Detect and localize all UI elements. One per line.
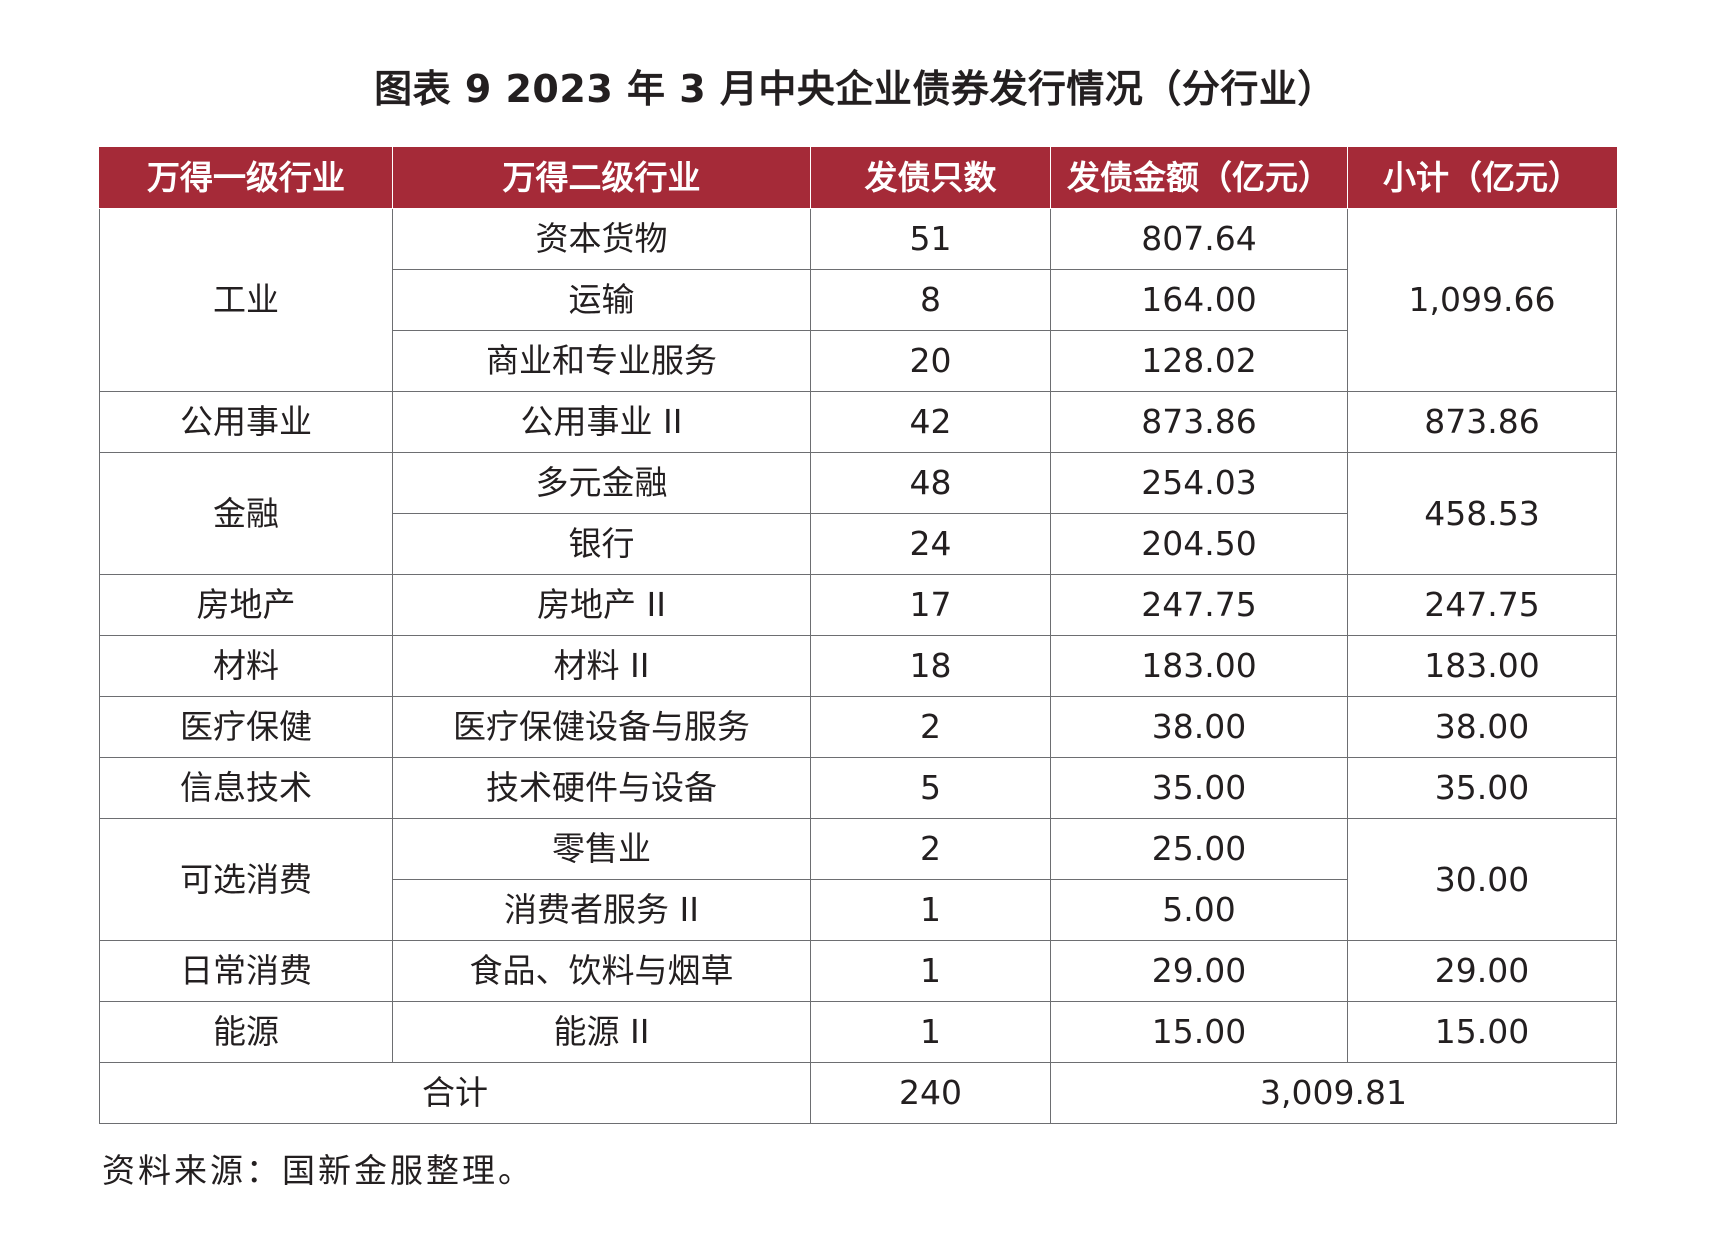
cell-level1-industry: 金融 [99, 452, 393, 575]
cell-level2-industry: 食品、饮料与烟草 [392, 940, 811, 1002]
cell-issue-amount: 128.02 [1050, 330, 1348, 392]
total-amount: 3,009.81 [1050, 1062, 1617, 1124]
table-row: 材料 材料 II 18 183.00 183.00 [99, 635, 1617, 697]
table-row: 能源 能源 II 1 15.00 15.00 [99, 1001, 1617, 1063]
table-row: 公用事业 公用事业 II 42 873.86 873.86 [99, 391, 1617, 453]
table-row: 房地产 房地产 II 17 247.75 247.75 [99, 574, 1617, 636]
cell-level2-industry: 材料 II [392, 635, 811, 697]
cell-issue-amount: 15.00 [1050, 1001, 1348, 1063]
cell-issue-amount: 183.00 [1050, 635, 1348, 697]
cell-level1-industry: 房地产 [99, 574, 393, 636]
figure-title: 图表 9 2023 年 3 月中央企业债券发行情况（分行业） [374, 67, 1336, 111]
source-note: 资料来源：国新金服整理。 [102, 1151, 534, 1190]
cell-subtotal: 183.00 [1347, 635, 1617, 697]
cell-issue-count: 20 [810, 330, 1051, 392]
header-level1-industry: 万得一级行业 [99, 147, 393, 209]
table-row: 消费者服务 II 1 5.00 [100, 879, 1617, 941]
cell-level1-industry: 材料 [99, 635, 393, 697]
cell-level2-industry: 公用事业 II [392, 391, 811, 453]
cell-issue-count: 17 [810, 574, 1051, 636]
total-count: 240 [810, 1062, 1051, 1124]
cell-level2-industry: 医疗保健设备与服务 [392, 696, 811, 758]
cell-issue-count: 48 [810, 452, 1051, 514]
cell-issue-count: 2 [810, 696, 1051, 758]
cell-issue-amount: 807.64 [1050, 208, 1348, 270]
cell-level2-industry: 零售业 [392, 818, 811, 880]
header-subtotal: 小计（亿元） [1347, 147, 1617, 209]
cell-level1-industry: 工业 [99, 208, 393, 392]
cell-level2-industry: 技术硬件与设备 [392, 757, 811, 819]
cell-subtotal: 30.00 [1347, 818, 1617, 941]
table-row: 金融 多元金融 48 254.03 458.53 [99, 452, 1617, 575]
cell-issue-count: 18 [810, 635, 1051, 697]
bond-issuance-table: 万得一级行业 万得二级行业 发债只数 发债金额（亿元） 小计（亿元） 工业 资本货… [99, 147, 1617, 1124]
cell-issue-count: 1 [810, 940, 1051, 1002]
cell-issue-amount: 204.50 [1050, 513, 1348, 575]
cell-level2-industry: 资本货物 [392, 208, 811, 270]
header-level2-industry: 万得二级行业 [392, 147, 811, 209]
cell-level2-industry: 能源 II [392, 1001, 811, 1063]
cell-level1-industry: 可选消费 [99, 818, 393, 941]
table-row: 工业 资本货物 51 807.64 1,099.66 [99, 208, 1617, 392]
cell-issue-count: 2 [810, 818, 1051, 880]
table-row: 信息技术 技术硬件与设备 5 35.00 35.00 [99, 757, 1617, 819]
table-row: 商业和专业服务 20 128.02 [100, 330, 1617, 392]
header-issue-amount: 发债金额（亿元） [1050, 147, 1348, 209]
cell-level2-industry: 运输 [392, 269, 811, 331]
cell-level2-industry: 消费者服务 II [392, 879, 811, 941]
cell-issue-amount: 164.00 [1050, 269, 1348, 331]
cell-subtotal: 35.00 [1347, 757, 1617, 819]
cell-level1-industry: 公用事业 [99, 391, 393, 453]
cell-level2-industry: 银行 [392, 513, 811, 575]
cell-issue-amount: 25.00 [1050, 818, 1348, 880]
cell-subtotal: 38.00 [1347, 696, 1617, 758]
cell-subtotal: 458.53 [1347, 452, 1617, 575]
cell-level2-industry: 房地产 II [392, 574, 811, 636]
cell-level1-industry: 日常消费 [99, 940, 393, 1002]
bond-issuance-table-container: 万得一级行业 万得二级行业 发债只数 发债金额（亿元） 小计（亿元） 工业 资本货… [99, 147, 1617, 1124]
table-body: 工业 资本货物 51 807.64 1,099.66 运输 8 164.00 商业和专业服务 20… [99, 208, 1617, 1124]
cell-issue-amount: 873.86 [1050, 391, 1348, 453]
cell-level1-industry: 信息技术 [99, 757, 393, 819]
table-row: 可选消费 零售业 2 25.00 30.00 [99, 818, 1617, 941]
table-row: 医疗保健 医疗保健设备与服务 2 38.00 38.00 [99, 696, 1617, 758]
header-issue-count: 发债只数 [810, 147, 1051, 209]
cell-level1-industry: 能源 [99, 1001, 393, 1063]
table-row: 银行 24 204.50 [100, 513, 1617, 575]
cell-subtotal: 247.75 [1347, 574, 1617, 636]
table-row: 日常消费 食品、饮料与烟草 1 29.00 29.00 [99, 940, 1617, 1002]
table-row: 运输 8 164.00 [100, 269, 1617, 331]
cell-issue-amount: 254.03 [1050, 452, 1348, 514]
cell-level1-industry: 医疗保健 [99, 696, 393, 758]
table-header-row: 万得一级行业 万得二级行业 发债只数 发债金额（亿元） 小计（亿元） [99, 147, 1617, 209]
cell-issue-count: 1 [810, 879, 1051, 941]
cell-issue-count: 24 [810, 513, 1051, 575]
cell-issue-count: 5 [810, 757, 1051, 819]
cell-issue-amount: 38.00 [1050, 696, 1348, 758]
cell-issue-count: 1 [810, 1001, 1051, 1063]
total-row: 合计 240 3,009.81 [99, 1062, 1617, 1124]
cell-subtotal: 873.86 [1347, 391, 1617, 453]
cell-subtotal: 29.00 [1347, 940, 1617, 1002]
cell-issue-count: 42 [810, 391, 1051, 453]
cell-issue-amount: 35.00 [1050, 757, 1348, 819]
cell-issue-amount: 29.00 [1050, 940, 1348, 1002]
cell-issue-count: 51 [810, 208, 1051, 270]
cell-issue-amount: 5.00 [1050, 879, 1348, 941]
cell-issue-count: 8 [810, 269, 1051, 331]
cell-level2-industry: 多元金融 [392, 452, 811, 514]
cell-level2-industry: 商业和专业服务 [392, 330, 811, 392]
total-label: 合计 [99, 1062, 811, 1124]
cell-subtotal: 1,099.66 [1347, 208, 1617, 392]
cell-issue-amount: 247.75 [1050, 574, 1348, 636]
cell-subtotal: 15.00 [1347, 1001, 1617, 1063]
